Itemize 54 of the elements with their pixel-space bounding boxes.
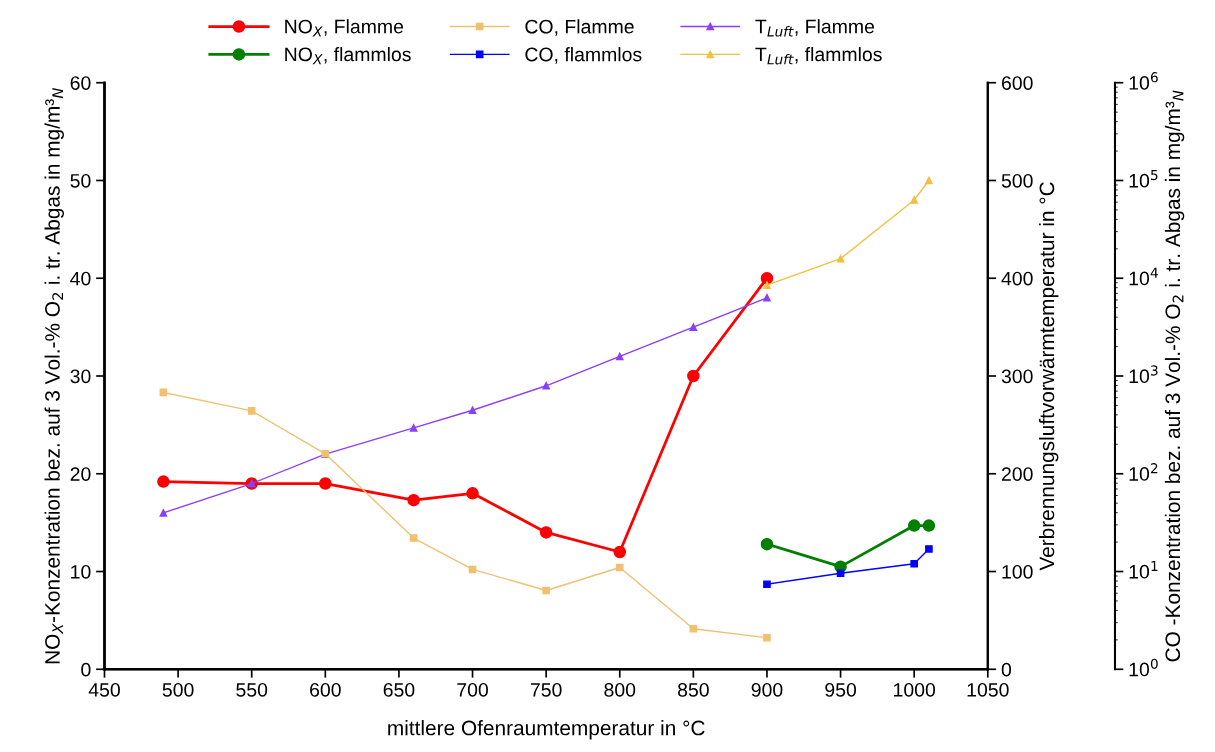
- y-tick-label: 40: [70, 271, 91, 286]
- y3-tick-label: 10$^{4}$: [1129, 267, 1158, 286]
- y2-tick-label: 200: [1001, 467, 1033, 481]
- point: [247, 407, 256, 415]
- y2-tick-label: 400: [1001, 271, 1033, 286]
- point: [836, 569, 845, 578]
- y-tick-label: 30: [70, 369, 91, 384]
- y2-tick-label: 100: [1002, 564, 1033, 579]
- point: [689, 624, 698, 633]
- legend-label: CO, flammlos: [525, 47, 642, 64]
- x-tick-label: 600: [310, 682, 341, 697]
- x-tick-label: 550: [236, 682, 268, 697]
- x-tick-label: 750: [530, 682, 562, 697]
- y3-tick-label: 10$^{6}$: [1129, 72, 1158, 90]
- x-tick-label: 900: [751, 682, 783, 697]
- legend-label: NO$_{X}$, Flamme: [285, 19, 404, 37]
- point: [409, 534, 418, 542]
- y3-tick-label: 10$^{3}$: [1129, 365, 1158, 384]
- x-tick-label: 1050: [967, 682, 1009, 697]
- y2-tick-label: 500: [1001, 173, 1033, 188]
- y3-axis-title: CO -Konzentration bez. auf 3 Vol.-% O$_{2}$ i. tr. Abgas in mg/m³$_{N}$: [1164, 90, 1185, 662]
- x-tick-label: 500: [162, 682, 194, 697]
- x-axis-title: mittlere Ofenraumtemperatur in °C: [388, 720, 705, 740]
- point: [542, 586, 550, 595]
- y-tick-label: 50: [70, 173, 91, 188]
- y3-tick-label: 10$^{0}$: [1129, 658, 1158, 677]
- y2-axis-title: Verbrennungsluftvorwärmtemperatur in °C: [1038, 182, 1059, 571]
- point: [925, 545, 933, 553]
- point: [615, 563, 624, 572]
- y-tick-label: 0: [81, 662, 91, 677]
- x-tick-label: 450: [88, 682, 120, 697]
- y-tick-label: 10: [71, 564, 91, 579]
- point: [910, 559, 919, 568]
- x-tick-label: 950: [825, 682, 857, 697]
- legend-label: CO, Flamme: [525, 19, 634, 36]
- x-tick-label: 650: [383, 682, 415, 697]
- y2-tick-label: 600: [1001, 76, 1033, 90]
- y2-tick-label: 300: [1001, 369, 1033, 384]
- legend-label: T$_{Luft}$, flammlos: [755, 46, 882, 65]
- y-axis-title: NO$_{X}$-Konzentration bez. auf 3 Vol.-% O$_{2}$ i. tr. Abgas in mg/m³$_{N}$: [44, 88, 64, 664]
- x-tick-label: 850: [677, 682, 709, 697]
- y3-tick-label: 10$^{1}$: [1129, 561, 1158, 579]
- point: [763, 633, 771, 642]
- y-tick-label: 20: [70, 467, 91, 481]
- legend-label: T$_{Luft}$, Flamme: [755, 19, 875, 37]
- legend-label: NO$_{X}$, flammlos: [285, 46, 411, 65]
- y3-tick-label: 10$^{5}$: [1129, 170, 1158, 188]
- point: [763, 580, 771, 589]
- y3-tick-label: 10$^{2}$: [1129, 463, 1158, 481]
- y2-tick-label: 0: [1001, 662, 1012, 677]
- x-tick-label: 1000: [894, 682, 936, 697]
- x-tick-label: 800: [604, 682, 636, 697]
- x-tick-label: 700: [457, 682, 488, 697]
- y-tick-label: 60: [70, 76, 91, 90]
